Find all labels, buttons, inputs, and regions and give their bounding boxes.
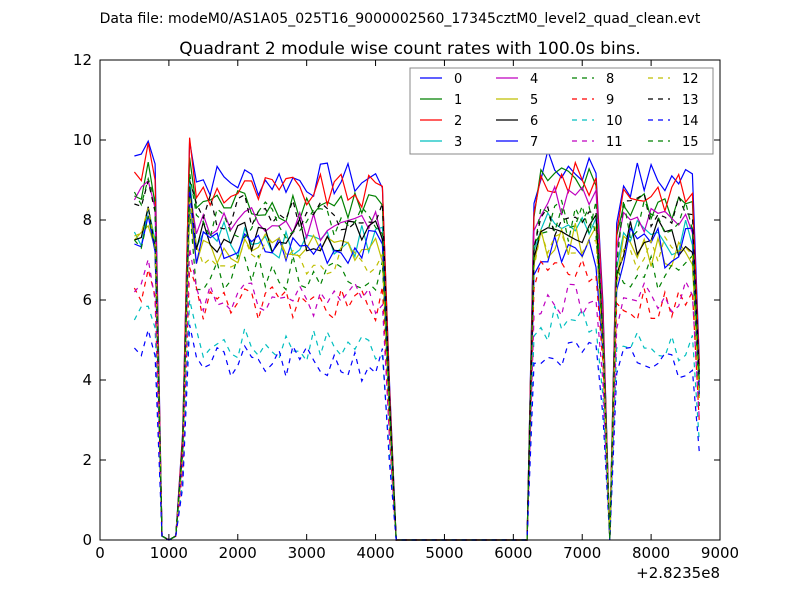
- legend-label-4: 4: [530, 72, 538, 87]
- series-lines: [133, 137, 700, 541]
- x-tick-label: 3000: [288, 544, 326, 562]
- series-line-15: [133, 173, 700, 541]
- x-tick-label: 7000: [563, 544, 601, 562]
- legend-label-0: 0: [454, 72, 462, 87]
- series-line-5: [133, 210, 700, 541]
- series-line-11: [133, 247, 700, 541]
- y-tick-label: 0: [82, 531, 92, 549]
- y-tick-label: 12: [73, 51, 92, 69]
- legend-label-11: 11: [606, 135, 623, 150]
- x-offset-label: +2.8235e8: [636, 564, 720, 582]
- legend-label-8: 8: [606, 72, 614, 87]
- legend-label-3: 3: [454, 135, 462, 150]
- x-tick-label: 8000: [632, 544, 670, 562]
- legend-label-5: 5: [530, 93, 538, 108]
- x-tick-label: 2000: [219, 544, 257, 562]
- legend-label-12: 12: [682, 72, 699, 87]
- legend-label-14: 14: [682, 114, 699, 129]
- y-tick-label: 6: [82, 291, 92, 309]
- legend-box: [409, 67, 714, 155]
- y-tick-label: 10: [73, 131, 92, 149]
- series-line-14: [133, 324, 700, 541]
- series-line-10: [133, 299, 700, 541]
- legend-label-1: 1: [454, 93, 462, 108]
- x-tick-label: 6000: [494, 544, 532, 562]
- legend-label-7: 7: [530, 135, 538, 150]
- y-tick-label: 8: [82, 211, 92, 229]
- x-tick-label: 4000: [356, 544, 394, 562]
- series-line-7: [134, 190, 700, 541]
- series-line-9: [133, 257, 700, 541]
- y-tick-label: 4: [82, 371, 92, 389]
- legend-label-2: 2: [454, 114, 462, 129]
- x-axis: 0 1000 2000 3000 4000 5000 6000 7000 8000 9000: [95, 60, 739, 562]
- legend-label-15: 15: [682, 135, 699, 150]
- series-line-12: [134, 196, 700, 541]
- series-line-2: [133, 137, 700, 541]
- chart-suptitle: Data file: modeM0/AS1A05_025T16_90000025…: [100, 11, 701, 27]
- legend-label-10: 10: [606, 114, 623, 129]
- x-tick-label: 1000: [150, 544, 188, 562]
- legend-label-13: 13: [682, 93, 699, 108]
- chart-title: Quadrant 2 module wise count rates with …: [179, 39, 640, 59]
- y-tick-label: 2: [82, 451, 92, 469]
- x-tick-label: 0: [95, 544, 105, 562]
- x-tick-label: 9000: [701, 544, 739, 562]
- legend-label-6: 6: [530, 114, 538, 129]
- legend-label-9: 9: [606, 93, 614, 108]
- x-tick-label: 5000: [425, 544, 463, 562]
